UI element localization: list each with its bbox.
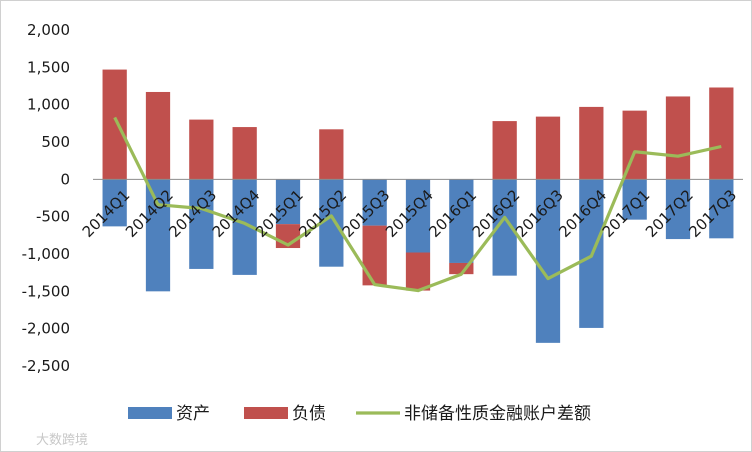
bar-资产-2016Q1 [449,179,474,263]
bar-资产-2014Q3 [189,179,214,269]
y-tick-label: 0 [60,170,70,188]
y-tick-label: 500 [41,133,70,151]
bar-资产-2017Q3 [709,179,734,239]
watermark: 大数跨境 [36,433,88,448]
y-tick-label: -2,000 [22,320,70,338]
bar-负债-2016Q3 [535,116,561,180]
y-tick-label: 2,000 [27,21,70,39]
bar-负债-2016Q2 [492,121,517,180]
legend: 资产 负债 非储备性质金融账户差额 [128,404,591,424]
bar-资产-2015Q4 [405,179,431,253]
bar-负债-2014Q4 [232,127,257,180]
bar-负债-2016Q4 [579,106,604,180]
bar-资产-2014Q2 [145,179,171,292]
bar-负债-2016Q1 [449,262,474,275]
bars [102,69,734,343]
bar-负债-2017Q3 [709,87,734,180]
watermark-text: 大数跨境 [36,433,88,448]
bar-资产-2014Q1 [102,179,127,227]
y-tick-label: -1,500 [22,282,70,300]
bar-负债-2017Q2 [665,96,691,180]
y-tick-label: -1,000 [22,245,70,263]
legend-label: 资产 [176,404,210,424]
legend-label: 非储备性质金融账户差额 [404,404,591,424]
y-tick-label: -500 [36,208,70,226]
bar-负债-2015Q3 [362,225,387,286]
bar-资产-2017Q1 [622,179,647,220]
legend-swatch-资产 [128,407,172,419]
bar-负债-2014Q3 [189,119,214,180]
bar-资产-2016Q3 [535,179,561,343]
bar-负债-2014Q1 [102,69,127,180]
legend-swatch-负债 [244,407,288,419]
bar-负债-2014Q2 [145,91,171,180]
y-tick-label: 1,000 [27,96,70,114]
y-axis: 2,000 1,500 1,000 500 0 -500 -1,000 -1,500 -2,00… [22,21,70,375]
line-series-非储备性质金融账户差额 [113,116,722,293]
y-tick-label: -2,500 [22,357,70,375]
bar-资产-2015Q1 [275,179,301,225]
y-tick-label: 1,500 [27,58,70,76]
bar-资产-2017Q2 [665,179,691,240]
bar-资产-2015Q3 [362,179,387,226]
legend-label: 负债 [292,404,326,424]
bar-负债-2015Q2 [319,129,344,180]
bar-负债-2015Q4 [405,252,431,291]
balance-line [113,116,722,293]
